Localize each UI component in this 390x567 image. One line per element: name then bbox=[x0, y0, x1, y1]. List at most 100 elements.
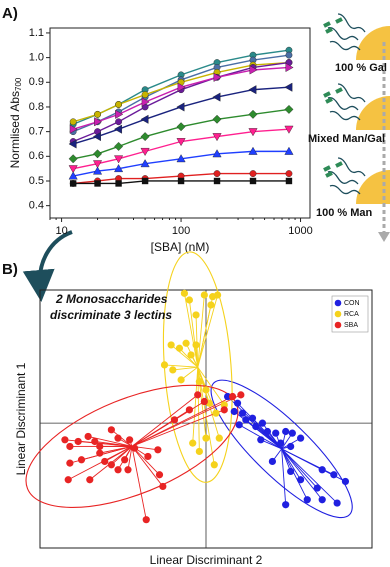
data-point bbox=[74, 437, 82, 446]
plot-frame bbox=[49, 27, 311, 219]
data-point bbox=[176, 138, 186, 147]
centroid-spoke bbox=[197, 294, 205, 368]
centroid-spoke bbox=[197, 294, 219, 368]
centroid-spoke bbox=[164, 364, 198, 368]
data-point bbox=[287, 442, 295, 451]
centroid-spoke bbox=[94, 441, 133, 447]
data-point bbox=[230, 407, 238, 416]
data-point bbox=[212, 114, 222, 124]
data-point bbox=[66, 459, 74, 467]
centroid-spoke bbox=[131, 446, 164, 487]
data-point bbox=[268, 457, 276, 466]
centroid-spoke bbox=[281, 448, 323, 501]
data-point bbox=[84, 432, 92, 441]
data-point bbox=[192, 311, 200, 319]
sugar bbox=[323, 17, 343, 178]
data-point bbox=[249, 177, 257, 185]
data-point bbox=[248, 146, 258, 155]
data-point bbox=[194, 391, 202, 399]
data-point bbox=[141, 97, 150, 107]
data-point bbox=[248, 414, 257, 422]
nanoparticle bbox=[356, 96, 390, 130]
y-tick-label: 0.6 bbox=[29, 150, 44, 162]
data-point bbox=[94, 180, 101, 187]
data-point bbox=[285, 170, 293, 177]
data-point bbox=[297, 434, 305, 442]
data-point bbox=[288, 429, 296, 437]
data-point bbox=[175, 344, 184, 352]
data-point bbox=[113, 124, 122, 134]
confidence-ellipse bbox=[162, 251, 233, 483]
data-point bbox=[282, 501, 290, 509]
y-axis-label-main: Normlised Abs bbox=[8, 91, 22, 168]
data-point bbox=[215, 434, 223, 442]
data-point bbox=[77, 456, 86, 464]
data-point bbox=[284, 104, 294, 114]
data-point bbox=[249, 170, 257, 177]
data-point bbox=[287, 467, 295, 476]
data-point bbox=[92, 132, 101, 142]
legend-swatch bbox=[334, 321, 342, 329]
data-point bbox=[86, 476, 94, 484]
data-point bbox=[200, 397, 208, 406]
data-point bbox=[263, 427, 272, 436]
data-point bbox=[141, 91, 149, 99]
legend-swatch bbox=[334, 310, 342, 318]
data-point bbox=[107, 426, 115, 434]
data-point bbox=[176, 122, 186, 132]
ligand bbox=[327, 26, 359, 41]
data-point bbox=[202, 386, 210, 394]
y-axis-label: Linear Discriminant 1 bbox=[14, 362, 28, 475]
curved-arrow bbox=[22, 230, 73, 302]
annotation: 100 % Gal bbox=[335, 62, 387, 74]
y-tick-label: 0.8 bbox=[29, 101, 44, 113]
data-point bbox=[140, 132, 150, 142]
centroid-spoke bbox=[170, 344, 199, 368]
annotation: 2 Monosaccharides bbox=[55, 292, 168, 306]
data-point bbox=[212, 149, 222, 158]
data-point bbox=[160, 361, 169, 369]
x-axis-label: [SBA] (nM) bbox=[151, 240, 210, 254]
series-line bbox=[73, 180, 289, 185]
centroid-spoke bbox=[195, 344, 199, 368]
data-point bbox=[277, 439, 285, 447]
data-point bbox=[284, 146, 294, 155]
data-point bbox=[114, 434, 122, 442]
data-point bbox=[285, 177, 293, 185]
data-point bbox=[257, 436, 265, 444]
data-point bbox=[114, 141, 124, 151]
data-point bbox=[220, 401, 228, 409]
data-point bbox=[212, 133, 222, 142]
data-point bbox=[235, 421, 243, 429]
data-point bbox=[189, 439, 197, 447]
x-tick-label: 100 bbox=[172, 225, 190, 237]
data-point bbox=[248, 109, 258, 119]
data-point bbox=[159, 482, 167, 491]
y-tick-label: 0.5 bbox=[29, 175, 44, 187]
data-point bbox=[248, 128, 258, 137]
glycan-illustration bbox=[22, 13, 390, 302]
y-tick-label: 0.4 bbox=[29, 200, 44, 212]
y-tick-label: 0.7 bbox=[29, 126, 44, 138]
data-point bbox=[94, 110, 101, 118]
data-point bbox=[333, 499, 341, 507]
data-point bbox=[131, 444, 139, 452]
annotation: discriminate 3 lectins bbox=[50, 308, 172, 322]
data-point bbox=[318, 466, 326, 474]
x-axis-label: Linear Discriminant 2 bbox=[150, 553, 263, 567]
data-point bbox=[237, 391, 245, 399]
series-line bbox=[72, 61, 290, 123]
series-line bbox=[72, 86, 290, 145]
data-point bbox=[330, 471, 338, 479]
centroid-spoke bbox=[131, 394, 198, 447]
ligand bbox=[327, 170, 359, 185]
x-tick-label: 1000 bbox=[288, 225, 312, 237]
ligand bbox=[327, 96, 359, 111]
data-point bbox=[272, 429, 280, 437]
legend-swatch bbox=[334, 299, 342, 307]
data-point bbox=[220, 406, 228, 414]
annotation: Mixed Man/Gal bbox=[308, 133, 385, 145]
centroid-spoke bbox=[131, 419, 175, 447]
data-point bbox=[114, 466, 122, 474]
